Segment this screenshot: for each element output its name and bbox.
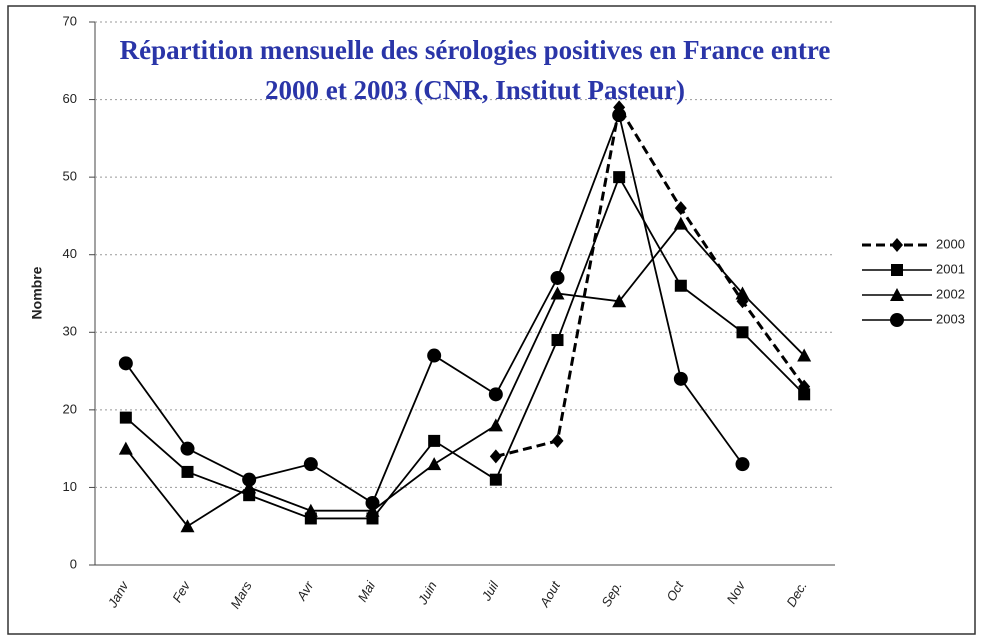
data-point — [427, 457, 442, 471]
legend-label: 2001 — [936, 261, 965, 276]
data-point — [612, 294, 627, 308]
legend-label: 2000 — [936, 236, 965, 251]
y-tick-label: 40 — [63, 246, 77, 261]
x-tick-label: Oct — [663, 578, 687, 604]
legend-label: 2002 — [936, 286, 965, 301]
x-tick-label: Fev — [169, 577, 194, 605]
data-point — [488, 418, 503, 432]
data-point — [673, 216, 688, 230]
series-line — [125, 222, 805, 528]
data-point — [489, 449, 502, 464]
frame — [7, 5, 976, 635]
chart-title: Répartition mensuelle des sérologies pos… — [119, 35, 831, 105]
x-tick-label: Nov — [724, 577, 749, 606]
series-line — [125, 175, 805, 520]
data-point — [303, 503, 318, 517]
data-point — [119, 411, 132, 424]
data-point — [488, 387, 503, 402]
x-tick-label: Mars — [227, 578, 255, 611]
data-point — [365, 495, 380, 510]
data-point — [427, 348, 442, 363]
data-point — [118, 441, 133, 455]
y-tick-label: 10 — [63, 479, 77, 494]
data-point — [118, 356, 133, 371]
x-tick-label: Aout — [536, 578, 564, 611]
legend-marker — [890, 288, 904, 301]
data-point — [674, 279, 687, 292]
x-tick-label: Janv — [104, 577, 132, 610]
series-line — [495, 103, 806, 458]
y-tick-label: 60 — [63, 91, 77, 106]
x-tick-label: Juin — [414, 579, 439, 608]
y-tick-label: 30 — [63, 324, 77, 339]
data-point — [550, 270, 565, 285]
legend-marker — [890, 313, 904, 327]
data-point — [674, 201, 687, 216]
data-point — [798, 388, 811, 401]
data-point — [613, 171, 626, 184]
data-point — [428, 434, 441, 447]
data-point — [736, 326, 749, 339]
x-tick-label: Avr — [293, 578, 316, 604]
legend-marker — [891, 264, 903, 276]
data-point — [180, 519, 195, 533]
x-tick-label: Juil — [478, 578, 502, 604]
y-tick-label: 0 — [70, 556, 77, 571]
x-tick-label: Dec. — [783, 579, 809, 610]
x-tick-label: Sep. — [598, 579, 624, 610]
data-point — [797, 348, 812, 362]
data-point — [551, 334, 564, 347]
data-point — [673, 371, 688, 386]
legend-marker — [891, 238, 903, 252]
data-point — [365, 503, 380, 517]
data-point — [181, 465, 194, 478]
y-axis-label: Nombre — [29, 266, 45, 319]
data-point — [735, 457, 750, 472]
data-point — [303, 457, 318, 472]
y-tick-label: 70 — [63, 13, 77, 28]
legend-label: 2003 — [936, 311, 965, 326]
x-tick-label: Mai — [355, 578, 379, 605]
y-tick-label: 50 — [63, 169, 77, 184]
data-point — [612, 108, 627, 123]
data-point — [180, 441, 195, 456]
data-point — [735, 286, 750, 300]
data-point — [550, 286, 565, 300]
data-point — [551, 433, 564, 448]
data-point — [489, 473, 502, 486]
y-tick-label: 20 — [63, 401, 77, 416]
data-point — [242, 480, 257, 494]
data-point — [242, 472, 257, 487]
